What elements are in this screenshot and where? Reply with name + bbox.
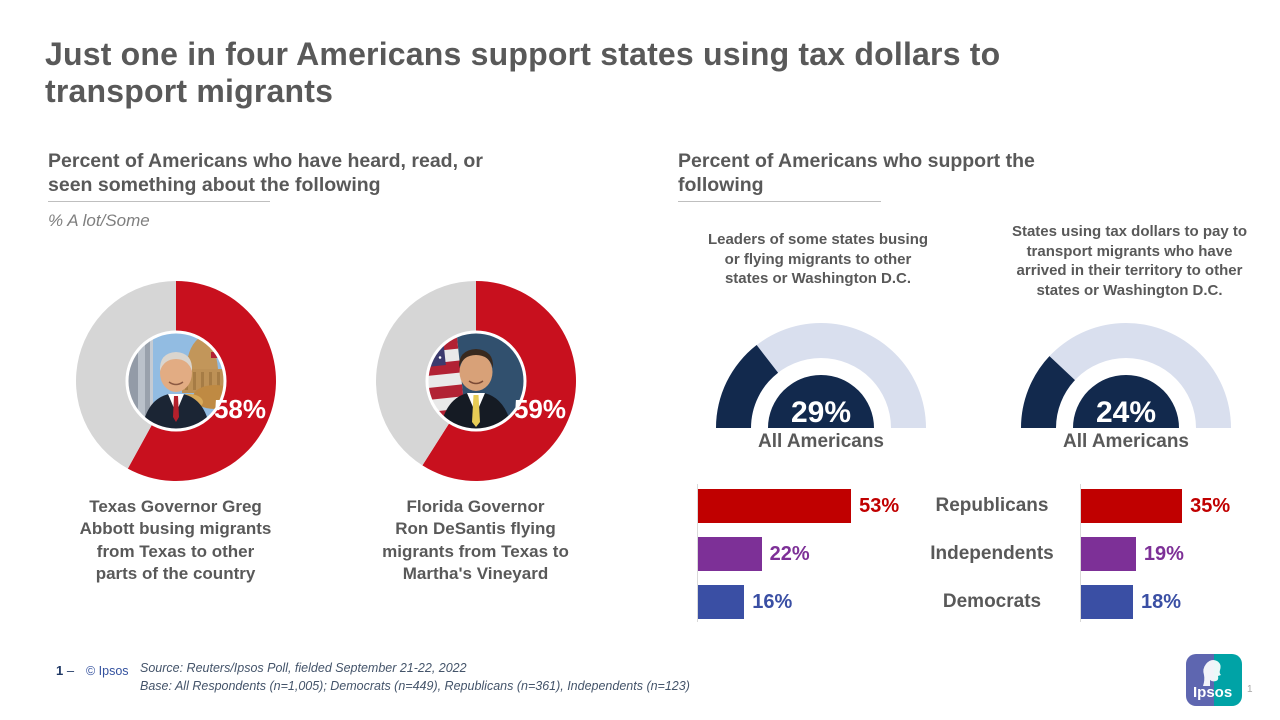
party-label-republicans: Republicans bbox=[935, 495, 1049, 516]
donut-chart-desantis: 59% bbox=[376, 281, 577, 481]
gauge-value-arc bbox=[1021, 356, 1075, 428]
question-line: or flying migrants to other bbox=[724, 250, 912, 268]
bar-independents-left bbox=[698, 537, 762, 571]
gauge-track bbox=[1021, 322, 1231, 428]
caption-line: from Texas to other bbox=[96, 541, 255, 561]
ipsos-logo-face-icon bbox=[1203, 660, 1221, 686]
donut-chart-abbott: 58% bbox=[75, 281, 276, 481]
footer-copyright: © Ipsos bbox=[86, 664, 129, 678]
question-line: States using tax dollars to pay to bbox=[1011, 223, 1248, 240]
question-line: arrived in their territory to other bbox=[1016, 262, 1243, 279]
slide-page-number: 1 bbox=[1247, 684, 1253, 695]
caption-line: Abbott busing migrants bbox=[79, 519, 272, 539]
gauge-value-label: 24% bbox=[1096, 396, 1156, 429]
party-label-independents: Independents bbox=[930, 543, 1054, 564]
question-line: Leaders of some states busing bbox=[707, 231, 929, 248]
left-header-rule bbox=[48, 201, 270, 202]
bar-republicans-left bbox=[698, 489, 852, 523]
ipsos-logo: Ipsos bbox=[1186, 654, 1242, 706]
bar-democrats-right bbox=[1081, 585, 1134, 619]
left-panel-subnote: % A lot/Some bbox=[48, 211, 150, 230]
footer-page-number: 1 bbox=[56, 663, 64, 678]
left-panel-header-line1: Percent of Americans who have heard, rea… bbox=[48, 150, 483, 172]
donut-caption-abbott: Texas Governor Greg Abbott busing migran… bbox=[48, 496, 303, 586]
gauge-sublabel-all-americans-2: All Americans bbox=[1062, 431, 1189, 452]
bar-democrats-left bbox=[698, 585, 745, 619]
photo-greg-abbott bbox=[128, 333, 224, 429]
bar-republicans-right bbox=[1081, 489, 1183, 523]
question-line: states or Washington D.C. bbox=[724, 270, 912, 287]
photo-border bbox=[125, 330, 227, 432]
bar-value-republicans-left: 53% bbox=[859, 495, 900, 517]
bar-value-democrats-left: 16% bbox=[752, 591, 793, 613]
gauge-question-tax-dollars: States using tax dollars to pay to trans… bbox=[978, 222, 1280, 300]
caption-line: Martha's Vineyard bbox=[402, 564, 549, 584]
caption-line: Florida Governor bbox=[406, 497, 545, 516]
bar-independents-right bbox=[1081, 537, 1136, 571]
ipsos-logo-text: Ipsos bbox=[1193, 684, 1233, 701]
footer-dash: ‒ bbox=[66, 663, 75, 678]
gauge-center bbox=[768, 375, 874, 428]
caption-line: Texas Governor Greg bbox=[89, 497, 262, 516]
left-panel-header: Percent of Americans who have heard, rea… bbox=[48, 149, 628, 198]
gauge-track bbox=[716, 322, 926, 428]
footer-source-line: Source: Reuters/Ipsos Poll, fielded Sept… bbox=[140, 661, 467, 675]
gauge-value-label: 29% bbox=[791, 396, 851, 429]
bar-value-independents-left: 22% bbox=[769, 543, 810, 565]
bar-value-independents-right: 19% bbox=[1143, 543, 1184, 565]
gauge-center bbox=[1073, 375, 1179, 428]
bar-value-democrats-right: 18% bbox=[1141, 591, 1182, 613]
bar-value-republicans-right: 35% bbox=[1190, 495, 1231, 517]
page-title-line2: transport migrants bbox=[45, 73, 334, 110]
left-bar-axis bbox=[697, 484, 698, 622]
question-line: transport migrants who have bbox=[1026, 242, 1233, 260]
footer-source: Source: Reuters/Ipsos Poll, fielded Sept… bbox=[140, 660, 690, 695]
gauge-sublabel-all-americans-1: All Americans bbox=[757, 431, 884, 452]
caption-line: migrants from Texas to bbox=[382, 541, 569, 561]
page-title: Just one in four Americans support state… bbox=[45, 36, 1245, 110]
right-panel-header-line1: Percent of Americans who support the bbox=[678, 150, 1035, 172]
party-label-democrats: Democrats bbox=[942, 591, 1042, 612]
left-panel-header-line2: seen something about the following bbox=[48, 174, 381, 197]
gauge-question-busing: Leaders of some states busing or flying … bbox=[668, 230, 968, 289]
gauge-chart-tax-dollars: 24% bbox=[1021, 322, 1231, 429]
donut-value-label: 58% bbox=[214, 394, 266, 424]
right-panel-header-line2: following bbox=[678, 174, 764, 197]
page-title-line1: Just one in four Americans support state… bbox=[45, 36, 1001, 72]
donut-value-label: 59% bbox=[514, 394, 566, 424]
caption-line: Ron DeSantis flying bbox=[395, 519, 556, 539]
donut-caption-desantis: Florida Governor Ron DeSantis flying mig… bbox=[348, 496, 603, 586]
caption-line: parts of the country bbox=[95, 564, 256, 584]
gauge-value-arc bbox=[716, 345, 779, 428]
photo-border bbox=[425, 330, 527, 432]
right-bar-axis bbox=[1080, 484, 1081, 622]
question-line: states or Washington D.C. bbox=[1036, 281, 1223, 299]
footer-page-marker: 1 ‒ bbox=[56, 663, 74, 678]
gauge-chart-busing: 29% bbox=[716, 322, 926, 429]
right-header-rule bbox=[678, 201, 881, 202]
footer-base-line: Base: All Respondents (n=1,005); Democra… bbox=[140, 678, 690, 693]
right-panel-header: Percent of Americans who support the fol… bbox=[678, 149, 1158, 198]
